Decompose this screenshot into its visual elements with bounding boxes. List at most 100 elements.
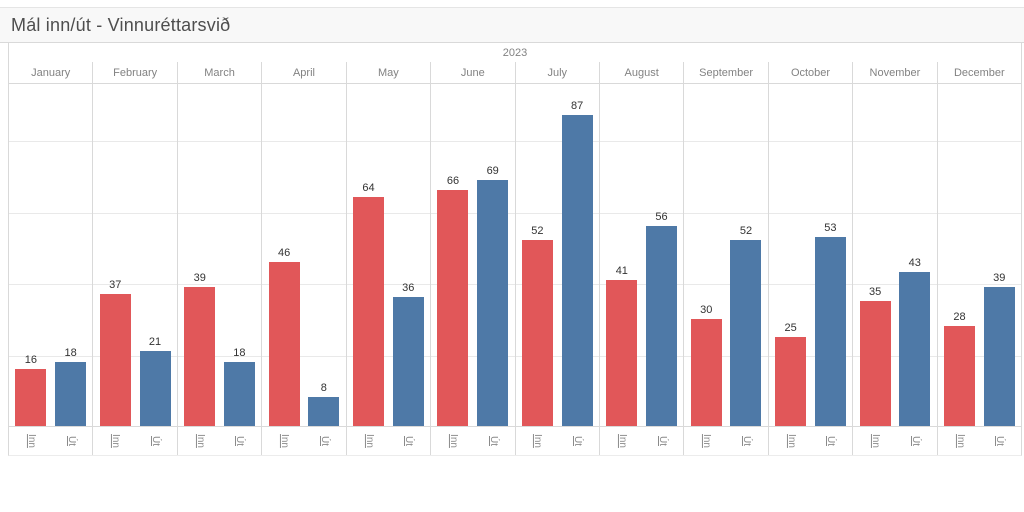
bar-ut[interactable] [55, 361, 87, 426]
bar-inn[interactable] [606, 279, 638, 426]
bar-inn[interactable] [437, 190, 469, 426]
month-header-label[interactable]: December [937, 62, 1022, 84]
month-header-label[interactable]: March [177, 62, 262, 84]
bar-value-label: 64 [362, 182, 375, 195]
bar-inn[interactable] [859, 300, 891, 426]
series-axis-label-text[interactable]: Út [572, 436, 584, 446]
month-column: November 35 43 Inn Út [852, 62, 937, 455]
series-axis-label-text[interactable]: Út [318, 436, 330, 446]
month-header-label[interactable]: July [515, 62, 599, 84]
series-axis-label-text[interactable]: Út [65, 436, 77, 446]
bar-value-label: 69 [486, 164, 499, 177]
month-header-label[interactable]: November [853, 62, 937, 84]
bar-ut[interactable] [561, 115, 593, 426]
series-axis-label-text[interactable]: Út [403, 436, 415, 446]
series-axis-label-text[interactable]: Út [656, 436, 668, 446]
bar-ut[interactable] [646, 225, 678, 426]
month-column: February 37 21 Inn Út [92, 62, 177, 455]
bar-axis-row: Inn Út [516, 427, 599, 455]
series-axis-label-text[interactable]: Inn [532, 434, 544, 448]
bar-value-label: 52 [531, 225, 544, 238]
series-axis-label: Út [388, 427, 428, 455]
year-header[interactable]: 2023 [502, 46, 528, 59]
series-axis-label-text[interactable]: Inn [954, 434, 966, 448]
series-axis-label-text[interactable]: Út [994, 436, 1006, 446]
series-axis-label-text[interactable]: Inn [701, 434, 713, 448]
series-axis-label-text[interactable]: Inn [447, 434, 459, 448]
month-header-label[interactable]: October [768, 62, 853, 84]
bar-slot: 28 [940, 312, 980, 426]
bar-ut[interactable] [223, 361, 255, 426]
month-header-label[interactable]: May [346, 62, 431, 84]
bar-slot: 64 [349, 183, 389, 426]
bar-inn[interactable] [184, 286, 216, 426]
bar-ut[interactable] [139, 351, 171, 426]
bar-value-label: 87 [570, 100, 584, 113]
month-columns: January 16 18 Inn Út February 37 21 Inn Út March 39… [9, 62, 1022, 455]
series-axis-label: Út [726, 427, 766, 455]
series-axis-label: Inn [602, 427, 642, 455]
bar-inn[interactable] [944, 326, 975, 426]
bar-inn[interactable] [521, 240, 553, 426]
plot-area: 64 36 [346, 84, 431, 427]
series-axis-label-text[interactable]: Inn [279, 434, 291, 448]
series-axis-label-text[interactable]: Út [825, 436, 837, 446]
bar-axis-row: Inn Út [262, 427, 345, 455]
series-axis-label-text[interactable]: Út [150, 436, 161, 446]
bar-inn[interactable] [353, 197, 385, 426]
bar-axis-row: Inn Út [684, 427, 767, 455]
bar-inn[interactable] [99, 293, 131, 426]
month-header-label[interactable]: June [431, 62, 515, 84]
bar-slot: 21 [135, 337, 175, 426]
series-axis-label-text[interactable]: Inn [616, 434, 628, 448]
series-axis-label: Út [979, 427, 1019, 455]
series-axis-label-text[interactable]: Út [487, 436, 499, 446]
bar-ut[interactable] [477, 179, 509, 426]
bar-value-label: 39 [193, 271, 206, 284]
bar-ut[interactable] [730, 240, 762, 426]
series-axis-label-text[interactable]: Inn [363, 434, 375, 448]
title-bar: Mál inn/út - Vinnuréttarsvið [0, 7, 1024, 43]
bar-ut[interactable] [814, 236, 846, 426]
bar-value-label: 46 [278, 246, 291, 259]
series-axis-label: Út [557, 427, 597, 455]
bar-inn[interactable] [690, 318, 722, 426]
bar-value-label: 25 [784, 321, 797, 334]
bar-slot: 69 [473, 164, 513, 426]
series-axis-label: Út [473, 427, 513, 455]
bar-axis-row: Inn Út [769, 427, 852, 455]
series-axis-label-text[interactable]: Inn [194, 434, 206, 448]
bar-ut[interactable] [392, 297, 424, 426]
series-axis-label: Út [304, 427, 344, 455]
month-header-label[interactable]: September [684, 62, 768, 84]
series-axis-label: Inn [940, 427, 980, 455]
bar-ut[interactable] [899, 272, 931, 426]
bar-inn[interactable] [15, 368, 47, 426]
bar-ut[interactable] [308, 397, 340, 426]
bar-inn[interactable] [775, 336, 807, 426]
bar-axis-row: Inn Út [938, 427, 1021, 455]
bar-ut[interactable] [983, 286, 1015, 426]
series-axis-label-text[interactable]: Inn [110, 434, 122, 448]
month-header-label[interactable]: February [93, 62, 177, 84]
bar-inn[interactable] [268, 261, 300, 426]
plot-area: 46 8 [262, 84, 346, 427]
series-axis-label-text[interactable]: Út [740, 436, 752, 446]
bar-axis-row: Inn Út [431, 427, 514, 455]
bar-slot: 52 [518, 226, 558, 426]
series-axis-label-text[interactable]: Inn [785, 434, 797, 448]
bar-value-label: 37 [109, 278, 122, 291]
month-header-label[interactable]: January [9, 62, 93, 84]
series-axis-label-text[interactable]: Inn [870, 434, 882, 448]
bar-slot: 18 [51, 347, 91, 426]
series-axis-label-text[interactable]: Út [234, 436, 246, 446]
bar-value-label: 41 [615, 264, 628, 277]
series-axis-label-text[interactable]: Út [909, 436, 921, 446]
month-header-label[interactable]: August [599, 62, 684, 84]
series-axis-label: Inn [349, 427, 389, 455]
month-header-label[interactable]: April [262, 62, 346, 84]
bar-value-label: 16 [24, 353, 37, 366]
series-axis-label: Út [51, 427, 91, 455]
bar-axis-row: Inn Út [9, 427, 92, 455]
series-axis-label-text[interactable]: Inn [25, 434, 37, 448]
